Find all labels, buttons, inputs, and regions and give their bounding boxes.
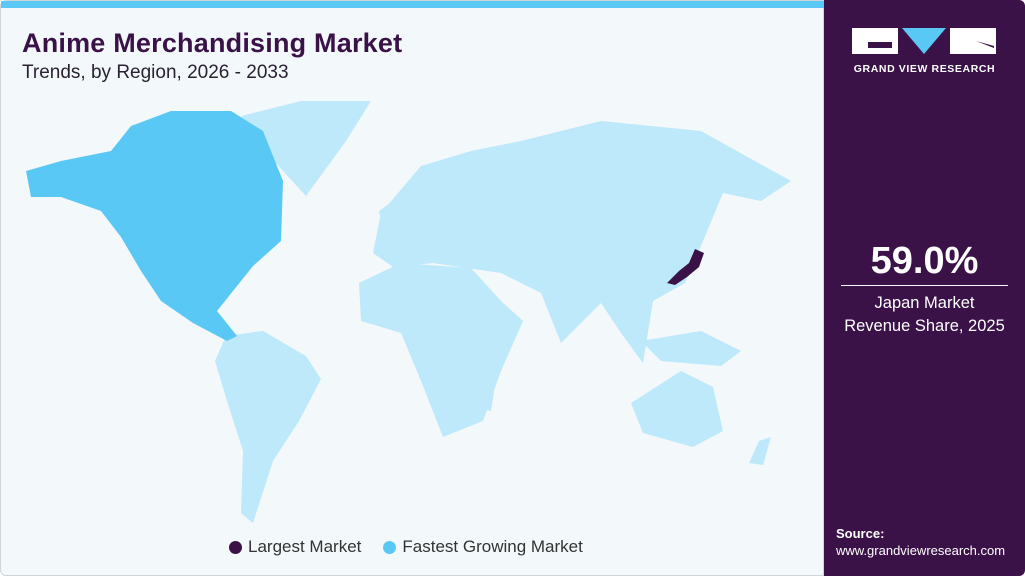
page-subtitle: Trends, by Region, 2026 - 2033 (22, 62, 289, 83)
side-panel: GRAND VIEW RESEARCH 59.0% Japan Market R… (824, 0, 1025, 576)
region-southeast-asia (641, 331, 741, 366)
legend-label-largest: Largest Market (248, 537, 362, 556)
stat-value: 59.0% (870, 240, 979, 282)
legend: Largest Market Fastest Growing Market (229, 537, 583, 557)
region-eurasia (373, 121, 791, 363)
region-uk (379, 201, 396, 229)
stat-label-line-2: Revenue Share, 2025 (844, 317, 1005, 335)
grand-view-research-logo (852, 28, 996, 54)
region-africa (359, 263, 523, 437)
region-japan (667, 249, 704, 285)
page-title: Anime Merchandising Market (22, 28, 403, 58)
world-map (26, 101, 791, 523)
region-south-america (215, 331, 321, 523)
legend-dot-fastest (383, 540, 397, 554)
source-url[interactable]: www.grandviewresearch.com (836, 543, 1006, 558)
chart-area: Anime Merchandising Market Trends, by Re… (0, 0, 825, 576)
source-label: Source: (836, 526, 885, 541)
stat-label: Japan Market Revenue Share, 2025 (824, 292, 1025, 338)
stat-label-line-1: Japan Market (874, 294, 975, 312)
legend-label-fastest: Fastest Growing Market (402, 537, 583, 556)
region-australia (631, 371, 723, 447)
region-north-america (26, 111, 283, 341)
accent-bar (1, 1, 825, 8)
divider (841, 285, 1008, 286)
legend-dot-largest (229, 540, 242, 554)
region-greenland (241, 101, 371, 196)
region-new-zealand (749, 437, 771, 465)
brand-name: GRAND VIEW RESEARCH (853, 63, 996, 75)
region-madagascar (483, 385, 495, 411)
